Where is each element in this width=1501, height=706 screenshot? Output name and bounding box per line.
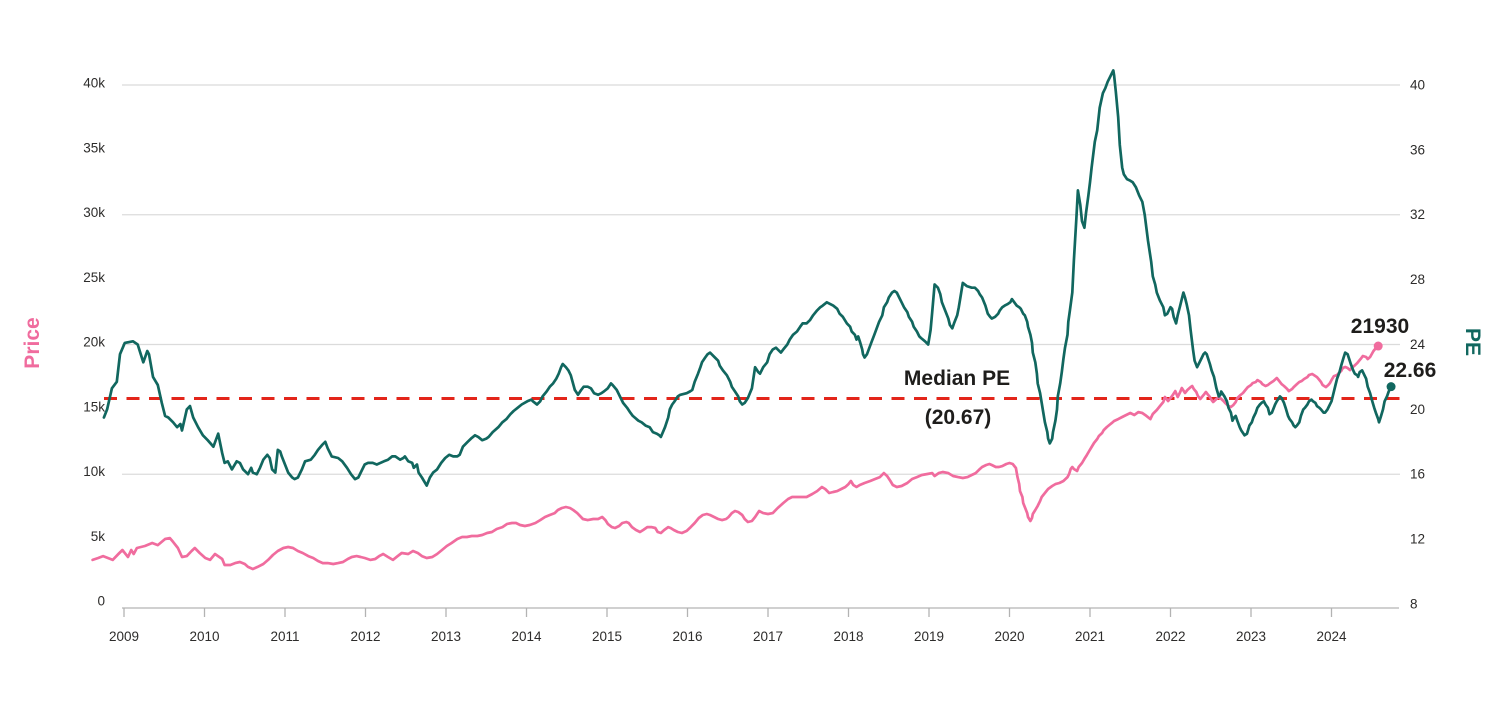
x-axis-tick-label: 2016 (672, 629, 702, 644)
pe-axis-tick-label: 20 (1410, 402, 1425, 417)
price-axis-tick-label: 10k (83, 464, 105, 479)
x-axis-tick-label: 2017 (753, 629, 783, 644)
price-axis-tick-label: 20k (83, 335, 105, 350)
x-axis-tick-label: 2010 (189, 629, 219, 644)
price-axis-tick-label: 0 (97, 594, 105, 609)
x-axis-tick-label: 2015 (592, 629, 622, 644)
pe-axis-tick-label: 8 (1410, 597, 1418, 612)
price-axis-tick-label: 25k (83, 270, 105, 285)
price-axis-title: Price (21, 317, 44, 368)
x-axis-tick-label: 2019 (914, 629, 944, 644)
pe-axis-tick-label: 36 (1410, 142, 1425, 157)
price-axis-tick-label: 35k (83, 140, 105, 155)
price-axis-tick-label: 5k (91, 529, 106, 544)
pe-axis-tick-label: 40 (1410, 77, 1425, 92)
x-axis-tick-label: 2014 (511, 629, 542, 644)
x-axis-tick-label: 2013 (431, 629, 461, 644)
pe-end-value-label: 22.66 (1384, 359, 1437, 382)
price-end-value-label: 21930 (1351, 315, 1409, 338)
x-axis-tick-label: 2022 (1155, 629, 1185, 644)
price-axis-tick-label: 15k (83, 399, 105, 414)
median-pe-value: (20.67) (925, 406, 992, 429)
price-series-line (91, 344, 1380, 571)
x-axis-tick-label: 2011 (270, 629, 299, 644)
pe-axis-title: PE (1461, 328, 1484, 356)
price-axis-tick-label: 30k (83, 205, 105, 220)
price-end-dot (1373, 341, 1383, 351)
price-axis-tick-label: 40k (83, 76, 105, 91)
pe-axis-tick-label: 24 (1410, 337, 1426, 352)
x-axis-tick-label: 2024 (1316, 629, 1347, 644)
pe-end-dot (1386, 382, 1396, 392)
median-pe-label: Median PE (904, 367, 1010, 390)
x-axis-tick-label: 2009 (109, 629, 139, 644)
pe-series-line (102, 69, 1393, 487)
x-axis-tick-label: 2020 (994, 629, 1024, 644)
x-axis-tick-label: 2012 (350, 629, 380, 644)
pe-axis-tick-label: 16 (1410, 467, 1425, 482)
x-axis-tick-label: 2021 (1075, 629, 1105, 644)
x-axis-tick-label: 2023 (1236, 629, 1266, 644)
pe-axis-tick-label: 32 (1410, 207, 1425, 222)
pe-axis-tick-label: 12 (1410, 532, 1425, 547)
x-axis-tick-label: 2018 (833, 629, 863, 644)
pe-axis-tick-label: 28 (1410, 272, 1425, 287)
